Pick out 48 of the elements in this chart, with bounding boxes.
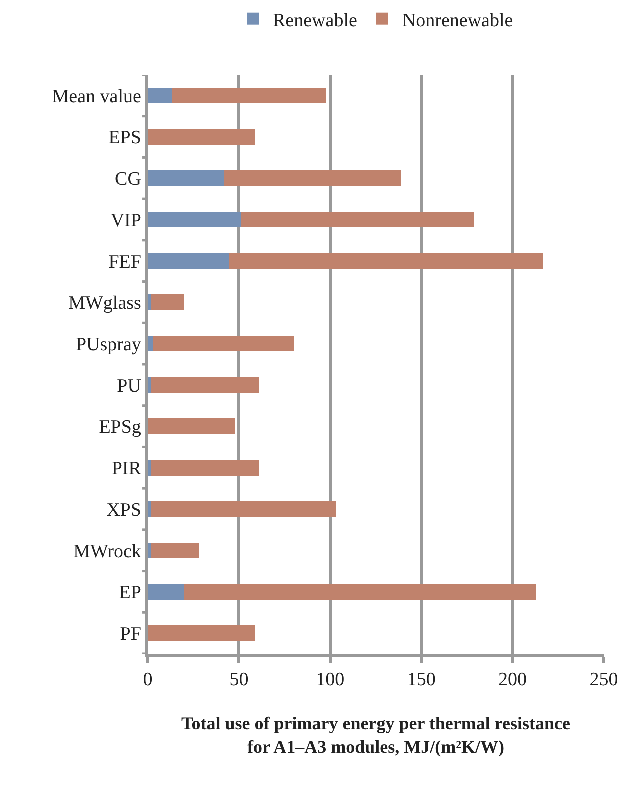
legend-label: Nonrenewable xyxy=(402,10,514,32)
bar xyxy=(224,170,402,186)
bar xyxy=(148,253,230,269)
bar xyxy=(148,294,152,310)
y-tick-label: EPSg xyxy=(99,417,142,438)
y-tick-label: MWglass xyxy=(68,293,142,314)
bar xyxy=(148,212,242,228)
y-tick-label: EPS xyxy=(108,128,142,149)
bar xyxy=(148,88,173,104)
x-axis-title: Total use of primary energy per thermal resistance for A1–A3 modules, MJ/(m²K/W) xyxy=(181,714,571,758)
bar xyxy=(153,336,294,352)
y-tick-label: PF xyxy=(120,624,142,645)
bar xyxy=(148,377,152,394)
x-tick-label: 50 xyxy=(230,670,249,691)
bar xyxy=(148,542,152,558)
bar xyxy=(148,418,236,434)
bar xyxy=(148,129,256,145)
y-tick-label: Mean value xyxy=(52,86,142,108)
legend-label: Renewable xyxy=(273,10,358,32)
bar xyxy=(148,170,225,186)
bar xyxy=(152,294,184,310)
y-tick-label: EP xyxy=(119,582,142,604)
bar xyxy=(152,501,336,518)
y-tick-label: PU xyxy=(117,376,142,397)
bar xyxy=(152,542,200,558)
y-tick-label: PIR xyxy=(112,458,142,480)
y-tick-label: XPS xyxy=(106,500,142,521)
y-tick-label: FEF xyxy=(108,252,142,273)
bar xyxy=(229,253,543,269)
bar xyxy=(241,212,474,228)
bar xyxy=(172,88,326,104)
bar xyxy=(148,460,152,476)
bar xyxy=(152,377,260,394)
x-tick-label: 100 xyxy=(316,670,345,691)
bar xyxy=(148,336,154,352)
bar xyxy=(148,501,152,518)
x-tick-label: 250 xyxy=(590,670,618,691)
bar xyxy=(152,460,260,476)
bar xyxy=(148,625,256,642)
x-tick-label: 150 xyxy=(407,670,436,691)
y-tick-label: PUspray xyxy=(76,334,142,356)
x-tick-label: 0 xyxy=(143,670,153,691)
y-tick-label: VIP xyxy=(110,210,142,232)
bar xyxy=(148,584,184,600)
y-tick-label: MWrock xyxy=(74,541,142,562)
x-tick-label: 200 xyxy=(498,670,528,691)
bar xyxy=(184,584,537,600)
y-tick-label: CG xyxy=(115,169,142,190)
